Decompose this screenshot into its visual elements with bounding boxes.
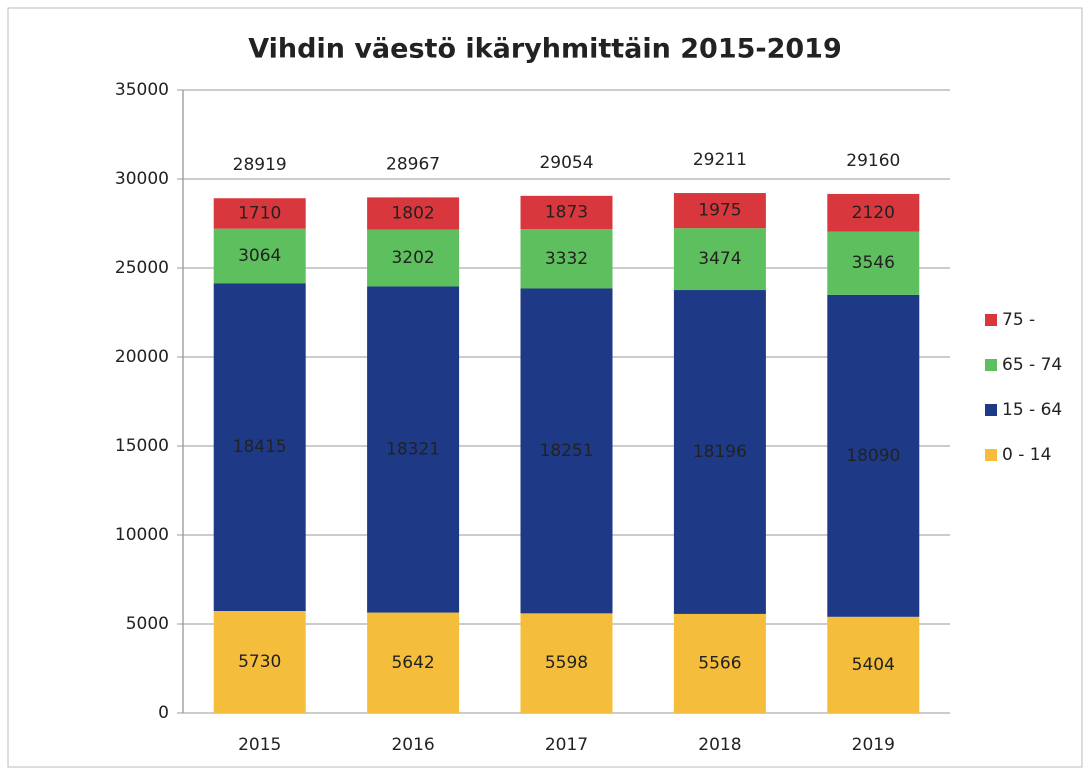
data-label: 3064: [238, 246, 281, 266]
data-label: 18321: [386, 440, 440, 460]
legend-label: 0 - 14: [1002, 445, 1051, 465]
bar-segment: [827, 294, 920, 617]
y-tick-label: 5000: [126, 614, 169, 634]
bar-segment: [673, 613, 766, 713]
total-label: 28967: [386, 154, 440, 174]
bar-segment: [673, 290, 766, 614]
bar-segment: [520, 613, 613, 713]
legend-label: 65 - 74: [1002, 355, 1062, 375]
data-label: 5566: [698, 653, 741, 673]
bar-segment: [367, 612, 460, 713]
bar-segment: [673, 228, 766, 291]
bar-segment: [827, 616, 920, 713]
bar-segment: [520, 195, 613, 230]
legend-swatch: [985, 359, 997, 371]
bar-segment: [213, 198, 306, 229]
x-tick-label: 2015: [238, 735, 281, 755]
bar-segment: [367, 197, 460, 230]
x-tick-label: 2017: [545, 735, 588, 755]
data-label: 1710: [238, 203, 281, 223]
legend-swatch: [985, 314, 997, 326]
y-tick-label: 20000: [115, 347, 169, 367]
y-tick-label: 30000: [115, 169, 169, 189]
bar-segment: [367, 229, 460, 287]
bar-segment: [367, 286, 460, 613]
data-label: 5730: [238, 652, 281, 672]
bar-segment: [520, 229, 613, 289]
data-label: 3546: [852, 253, 895, 273]
data-label: 1975: [698, 201, 741, 221]
y-tick-label: 0: [158, 703, 169, 723]
data-label: 3202: [391, 248, 434, 268]
bar-segment: [673, 193, 766, 229]
total-label: 29211: [693, 150, 747, 170]
data-label: 18251: [539, 441, 593, 461]
bar-segment: [827, 193, 920, 232]
bar-segment: [213, 283, 306, 612]
legend-label: 75 -: [1002, 310, 1035, 330]
data-label: 5642: [391, 653, 434, 673]
bar-segment: [213, 228, 306, 284]
legend-swatch: [985, 404, 997, 416]
legend-swatch: [985, 449, 997, 461]
total-label: 28919: [233, 155, 287, 175]
bar-segment: [827, 231, 920, 295]
data-label: 3332: [545, 249, 588, 269]
y-tick-label: 35000: [115, 80, 169, 100]
data-label: 1802: [391, 203, 434, 223]
data-label: 3474: [698, 249, 741, 269]
data-label: 5598: [545, 653, 588, 673]
total-label: 29160: [846, 151, 900, 171]
data-label: 2120: [852, 203, 895, 223]
y-tick-label: 15000: [115, 436, 169, 456]
chart-title: Vihdin väestö ikäryhmittäin 2015-2019: [248, 34, 842, 65]
data-label: 18415: [233, 437, 287, 457]
x-tick-label: 2018: [698, 735, 741, 755]
y-tick-label: 25000: [115, 258, 169, 278]
data-label: 18090: [846, 446, 900, 466]
bar-segment: [213, 611, 306, 713]
x-tick-label: 2016: [391, 735, 434, 755]
data-label: 1873: [545, 203, 588, 223]
total-label: 29054: [539, 153, 593, 173]
y-tick-label: 10000: [115, 525, 169, 545]
legend-label: 15 - 64: [1002, 400, 1062, 420]
data-label: 5404: [852, 655, 895, 675]
data-label: 18196: [693, 442, 747, 462]
x-tick-label: 2019: [852, 735, 895, 755]
bar-segment: [520, 288, 613, 614]
